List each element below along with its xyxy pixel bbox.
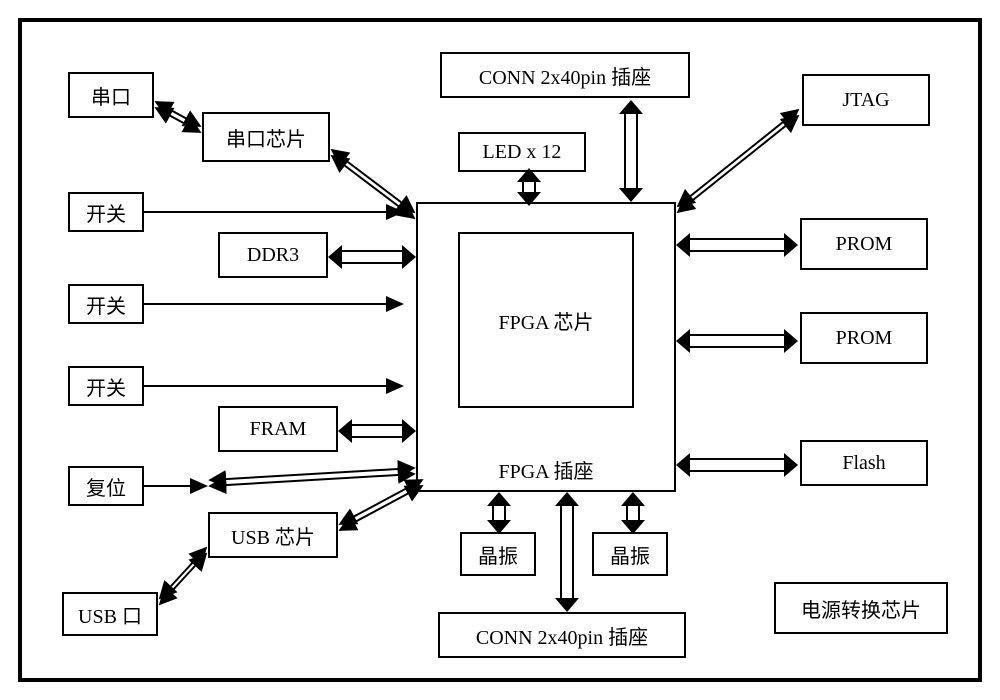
switch-3: 开关	[68, 366, 144, 406]
osc-2: 晶振	[592, 532, 668, 576]
fpga-chip-label: FPGA 芯片	[498, 306, 593, 335]
serial-port: 串口	[68, 72, 154, 118]
arrow-reset	[144, 485, 206, 487]
fram-block: FRAM	[218, 406, 338, 452]
fpga-socket: FPGA 插座 FPGA 芯片	[416, 202, 676, 492]
flash-block: Flash	[800, 440, 928, 486]
switch-1: 开关	[68, 192, 144, 232]
arrow-osc2-fpga	[626, 506, 640, 520]
diagram-frame: FPGA 插座 FPGA 芯片 串口 串口芯片 CONN 2x40pin 插座 …	[18, 18, 982, 682]
ddr3-block: DDR3	[218, 232, 328, 278]
arrow-ddr3-fpga	[342, 250, 402, 264]
led-block: LED x 12	[458, 132, 586, 172]
conn-top: CONN 2x40pin 插座	[440, 52, 690, 98]
fpga-chip: FPGA 芯片	[458, 232, 634, 408]
reset-block: 复位	[68, 466, 144, 506]
osc-1: 晶振	[460, 532, 536, 576]
usb-chip: USB 芯片	[208, 512, 338, 558]
arrow-fram-fpga	[352, 424, 402, 438]
conn-bot: CONN 2x40pin 插座	[438, 612, 686, 658]
arrow-switch2	[144, 303, 402, 305]
arrow-fpga-prom2	[690, 334, 784, 348]
fpga-socket-label: FPGA 插座	[498, 455, 593, 484]
arrow-led-fpga	[522, 182, 536, 192]
prom-2: PROM	[800, 312, 928, 364]
serial-chip: 串口芯片	[202, 112, 330, 162]
arrow-connbot-fpga	[560, 506, 574, 598]
arrow-osc1-fpga	[492, 506, 506, 520]
switch-2: 开关	[68, 284, 144, 324]
arrow-fpga-prom1	[690, 238, 784, 252]
jtag-block: JTAG	[802, 74, 930, 126]
power-chip: 电源转换芯片	[774, 582, 948, 634]
arrow-fpga-flash	[690, 458, 784, 472]
arrow-switch1	[144, 211, 402, 213]
usb-port: USB 口	[62, 592, 158, 636]
arrow-conntop-fpga	[624, 114, 638, 188]
prom-1: PROM	[800, 218, 928, 270]
arrow-switch3	[144, 385, 402, 387]
